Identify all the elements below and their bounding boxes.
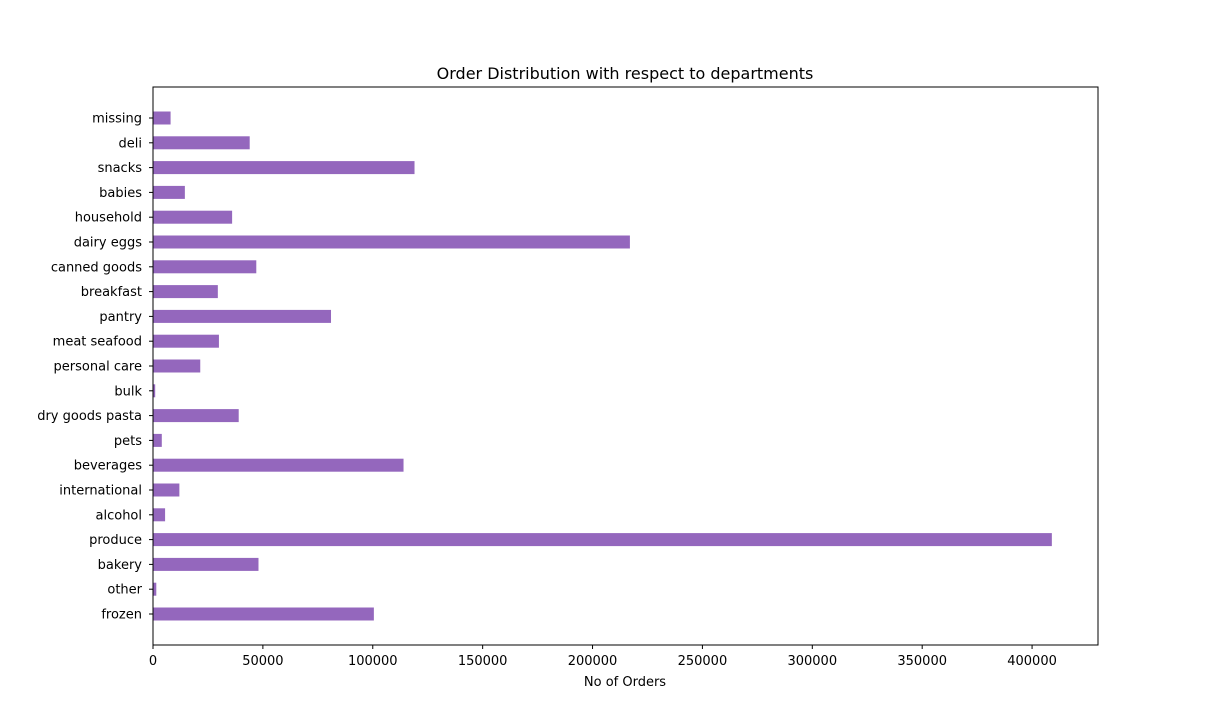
x-tick-label-350000: 350000	[897, 654, 947, 669]
bar-personal-care	[153, 359, 201, 373]
y-tick-label-canned-goods: canned goods	[51, 260, 142, 275]
x-tick-label-100000: 100000	[348, 654, 398, 669]
y-tick-label-beverages: beverages	[74, 459, 143, 474]
bar-dry-goods-pasta	[153, 409, 239, 423]
y-tick-label-personal-care: personal care	[54, 360, 142, 375]
y-tick-label-alcohol: alcohol	[96, 508, 142, 523]
x-tick-label-300000: 300000	[787, 654, 837, 669]
y-tick-label-babies: babies	[99, 186, 142, 201]
y-tick-label-deli: deli	[119, 136, 142, 151]
y-tick-label-meat-seafood: meat seafood	[53, 335, 142, 350]
x-tick-label-200000: 200000	[568, 654, 618, 669]
bar-other	[153, 582, 157, 596]
bar-deli	[153, 136, 250, 150]
bar-pets	[153, 433, 162, 447]
y-tick-label-pets: pets	[114, 434, 142, 449]
bar-canned-goods	[153, 260, 257, 274]
bar-dairy-eggs	[153, 235, 630, 249]
bar-babies	[153, 185, 185, 199]
bar-beverages	[153, 458, 404, 472]
x-tick-label-150000: 150000	[458, 654, 508, 669]
y-tick-label-household: household	[75, 211, 142, 226]
x-axis-label: No of Orders	[584, 675, 666, 690]
bar-breakfast	[153, 285, 218, 299]
bar-bulk	[153, 384, 156, 398]
y-axis: missing deli snacks babies household dairy eg…	[37, 112, 153, 623]
bar-frozen	[153, 607, 374, 621]
bar-produce	[153, 533, 1052, 547]
chart-title: Order Distribution with respect to depar…	[437, 64, 814, 83]
bar-alcohol	[153, 508, 166, 522]
x-axis: 0 50000 100000 150000 200000 250000 300000 3500…	[149, 645, 1057, 669]
y-tick-label-other: other	[107, 583, 142, 598]
y-tick-label-produce: produce	[89, 533, 142, 548]
bar-international	[153, 483, 180, 497]
y-tick-label-dairy-eggs: dairy eggs	[74, 236, 143, 251]
bars-layer	[153, 111, 1052, 621]
x-tick-label-50000: 50000	[242, 654, 283, 669]
x-tick-label-0: 0	[149, 654, 157, 669]
x-tick-label-400000: 400000	[1007, 654, 1057, 669]
y-tick-label-international: international	[59, 484, 142, 499]
bar-snacks	[153, 161, 415, 175]
y-tick-label-bulk: bulk	[114, 384, 142, 399]
y-tick-label-snacks: snacks	[98, 161, 143, 176]
bar-household	[153, 210, 233, 224]
y-tick-label-pantry: pantry	[99, 310, 142, 325]
y-tick-label-dry-goods-pasta: dry goods pasta	[37, 409, 142, 424]
bar-meat-seafood	[153, 334, 219, 348]
y-tick-label-missing: missing	[92, 112, 142, 127]
x-tick-label-250000: 250000	[678, 654, 728, 669]
bar-bakery	[153, 557, 259, 571]
y-tick-label-breakfast: breakfast	[81, 285, 142, 300]
y-tick-label-bakery: bakery	[98, 558, 143, 573]
bar-pantry	[153, 309, 332, 323]
bar-missing	[153, 111, 171, 125]
y-tick-label-frozen: frozen	[101, 608, 142, 623]
